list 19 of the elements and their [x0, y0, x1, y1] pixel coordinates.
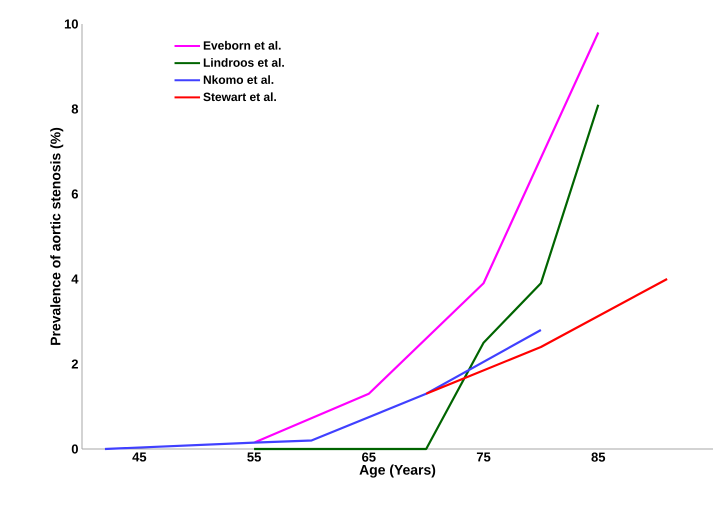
- y-axis-title: Prevalence of aortic stenosis (%): [50, 128, 64, 345]
- x-tick-label: 65: [362, 452, 376, 462]
- y-tick-label: 4: [71, 274, 78, 284]
- x-tick-label: 75: [476, 452, 490, 462]
- y-tick-label: 8: [72, 104, 78, 114]
- legend-label: Nkomo et al.: [204, 75, 274, 84]
- line-series: [104, 328, 542, 450]
- legend-label: Eveborn et al.: [204, 40, 281, 50]
- x-axis-title: Age (Years): [359, 464, 436, 478]
- line-series: [252, 104, 600, 450]
- y-tick-label: 10: [64, 19, 78, 29]
- x-tick-label: 45: [132, 452, 146, 462]
- legend-label: Lindroos et al.: [204, 58, 284, 67]
- y-tick-label: 6: [72, 189, 78, 199]
- x-tick-label: 55: [247, 452, 261, 462]
- y-tick-label: 2: [72, 359, 78, 369]
- y-tick-label: 0: [72, 444, 78, 454]
- legend-label: Stewart et al.: [203, 92, 276, 102]
- x-tick-label: 85: [591, 452, 606, 462]
